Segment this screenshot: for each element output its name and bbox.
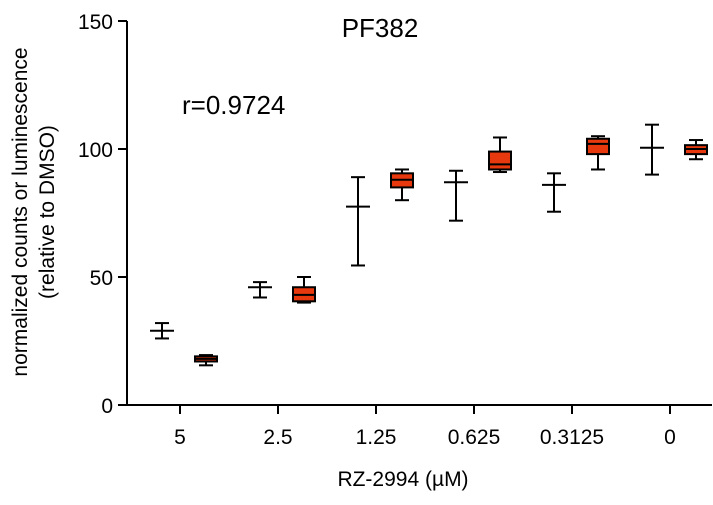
counts-whisker — [346, 176, 370, 267]
luminescence-box — [194, 354, 218, 367]
x-tick-label: 2.5 — [263, 426, 292, 449]
y-axis-label-line2: (relative to DMSO) — [36, 125, 59, 299]
y-tick-label: 100 — [78, 139, 113, 162]
x-tick-label: 0 — [664, 426, 676, 449]
counts-whisker — [150, 322, 174, 340]
x-tick-label: 5 — [174, 426, 186, 449]
luminescence-box — [292, 276, 316, 304]
x-tick-label: 1.25 — [356, 426, 397, 449]
luminescence-box — [488, 136, 512, 174]
counts-whisker — [640, 123, 664, 176]
correlation-annotation: r=0.9724 — [182, 90, 285, 120]
luminescence-box-body — [586, 137, 610, 156]
axes: 0 50 100 150 5 2.5 1.25 0.625 0.3125 0 — [78, 11, 712, 449]
data-marks — [150, 123, 708, 367]
y-tick-label: 50 — [90, 267, 113, 290]
luminescence-box-body — [488, 150, 512, 171]
luminescence-box — [684, 139, 708, 161]
x-tick-label: 0.3125 — [540, 426, 604, 449]
counts-whisker — [248, 281, 272, 299]
x-tick-label: 0.625 — [448, 426, 501, 449]
y-tick-label: 150 — [78, 11, 113, 34]
x-axis-label: RZ-2994 (µM) — [337, 468, 468, 491]
luminescence-box — [390, 168, 414, 202]
counts-whisker — [542, 172, 566, 213]
counts-whisker — [444, 169, 468, 222]
y-axis-label-line1: normalized counts or luminescence — [9, 47, 32, 376]
chart-title: PF382 — [342, 13, 419, 43]
y-tick-label: 0 — [101, 395, 113, 418]
luminescence-box — [586, 135, 610, 171]
